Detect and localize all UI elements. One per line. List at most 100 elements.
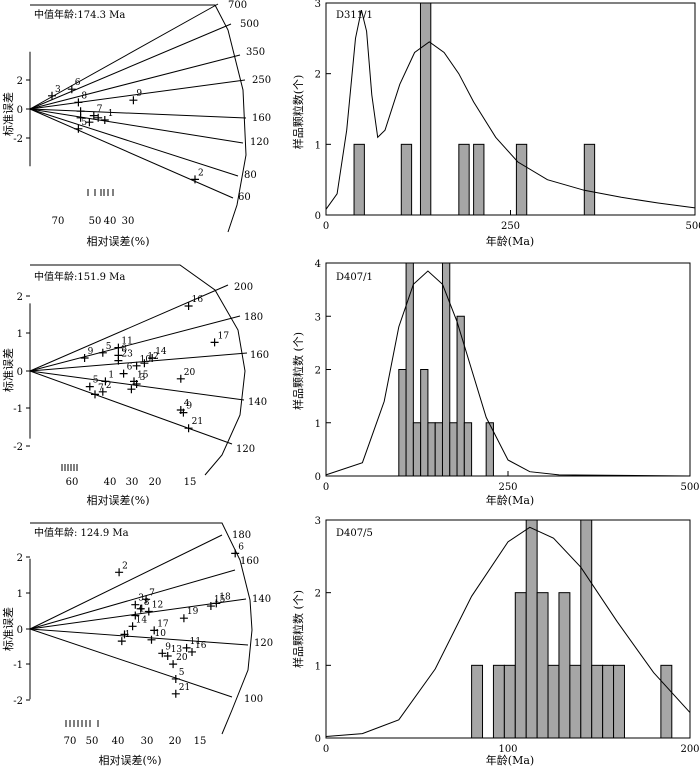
histogram-y-tick-label: 4	[315, 259, 321, 270]
histogram-bar	[660, 664, 673, 739]
histogram-x-tick-label: 100	[498, 744, 517, 755]
radial-2-title: 中值年龄:151.9 Ma	[34, 270, 125, 283]
radial-ray-180	[29, 315, 241, 372]
radial-point	[142, 595, 151, 604]
radial-ray-label: 100	[244, 694, 263, 705]
radial-plot-2: 中值年龄:151.9 Ma 标准误差 相对误差(%) 210-1-2200180…	[1, 264, 269, 507]
radial-y-tick-label: 2	[17, 553, 23, 564]
histogram-1-xlabel: 年龄(Ma)	[486, 234, 534, 248]
radial-ray-label: 60	[238, 192, 251, 203]
radial-point	[85, 382, 94, 391]
histogram-1-title: D311/1	[336, 10, 373, 21]
histogram-y-tick-label: 1	[315, 661, 321, 672]
radial-ray-120	[29, 628, 249, 646]
radial-x-tick-label: 40	[104, 477, 117, 488]
radial-x-tick-label: 40	[112, 736, 125, 747]
histogram-bar	[602, 664, 615, 739]
radial-point-label: 20	[176, 653, 188, 663]
radial-point-label: 17	[157, 619, 169, 629]
radial-point	[127, 385, 136, 394]
radial-point-label: 21	[192, 417, 203, 427]
histogram-bar	[398, 369, 407, 477]
radial-point-label: 3	[55, 85, 61, 95]
radial-x-tick-label: 60	[66, 477, 79, 488]
radial-point-label: 10	[140, 355, 152, 365]
radial-point-label: 10	[155, 629, 167, 639]
radial-point	[136, 604, 145, 613]
radial-ray-250	[29, 79, 246, 110]
radial-point	[148, 354, 157, 362]
radial-point-label: 9	[88, 347, 94, 357]
radial-y-tick-label: 0	[17, 625, 23, 636]
radial-point-label: 13	[171, 645, 183, 655]
radial-point	[98, 387, 107, 396]
radial-y-tick-label: -1	[13, 660, 23, 671]
radial-x-tick-label: 70	[52, 216, 65, 227]
radial-point-label: 12	[152, 600, 163, 610]
radial-point-label: 18	[219, 592, 231, 602]
radial-point	[182, 643, 191, 652]
radial-1-xlabel: 相对误差(%)	[86, 234, 149, 248]
histogram-3-xlabel: 年龄(Ma)	[486, 753, 534, 767]
histogram-bar	[515, 143, 528, 216]
histogram-bar	[536, 592, 549, 739]
radial-arc	[30, 264, 246, 476]
histogram-y-tick-label: 2	[315, 70, 321, 81]
radial-point-label: 2	[106, 381, 112, 391]
radial-point	[176, 374, 185, 383]
radial-point	[98, 348, 107, 357]
radial-point-label: 8	[81, 91, 87, 101]
histogram-bar	[441, 262, 451, 477]
histogram-bar	[463, 422, 473, 477]
radial-x-tick-label: 15	[194, 736, 207, 747]
histogram-bar	[514, 592, 527, 739]
radial-arc	[30, 522, 253, 735]
histogram-bar	[583, 143, 596, 216]
histogram-y-tick-label: 3	[315, 312, 321, 323]
radial-point-label: 17	[218, 331, 230, 341]
radial-point	[94, 113, 103, 122]
radial-ray-180	[29, 534, 223, 630]
radial-point-label: 3	[140, 373, 146, 383]
radial-ray-label: 500	[240, 19, 259, 30]
radial-point	[76, 107, 85, 116]
radial-point-label: 8	[121, 344, 127, 354]
radial-x-tick-label: 20	[149, 477, 162, 488]
radial-ray-350	[29, 54, 241, 110]
histogram-bar	[525, 519, 538, 739]
radial-point	[119, 369, 128, 378]
histogram-bar	[471, 664, 484, 739]
radial-y-tick-label: 1	[17, 589, 23, 600]
radial-point-label: 1	[108, 370, 114, 380]
radial-2-xlabel: 相对误差(%)	[86, 493, 149, 507]
radial-point	[144, 607, 153, 616]
radial-3-ylabel: 标准误差	[1, 607, 15, 651]
histogram-bar	[503, 664, 516, 739]
histogram-bar	[449, 422, 458, 477]
radial-point-label: 16	[195, 641, 207, 651]
radial-point	[171, 689, 180, 698]
radial-y-tick-label: -1	[13, 404, 23, 415]
radial-point	[171, 674, 180, 683]
histogram-frame	[325, 2, 696, 216]
radial-point-label: 5	[179, 668, 185, 678]
radial-y-tick-label: 0	[17, 367, 23, 378]
radial-point-label: 19	[187, 607, 199, 617]
histogram-density-curve	[325, 270, 691, 477]
histogram-x-tick-label: 250	[498, 482, 517, 493]
radial-point-label: 15	[137, 370, 149, 380]
radial-point-label: 12	[147, 352, 158, 362]
histogram-bar	[547, 664, 560, 739]
radial-2-ylabel: 标准误差	[1, 348, 15, 392]
histogram-y-tick-label: 0	[315, 472, 321, 483]
radial-ray-label: 80	[244, 170, 257, 181]
histogram-bar	[353, 143, 365, 216]
radial-ray-label: 250	[252, 75, 271, 86]
radial-ray-140	[29, 598, 247, 630]
histogram-y-tick-label: 0	[315, 211, 321, 222]
histogram-bar	[420, 369, 429, 477]
histogram-bar	[458, 143, 470, 216]
radial-point	[48, 91, 56, 100]
radial-y-tick-label: 2	[17, 76, 23, 87]
